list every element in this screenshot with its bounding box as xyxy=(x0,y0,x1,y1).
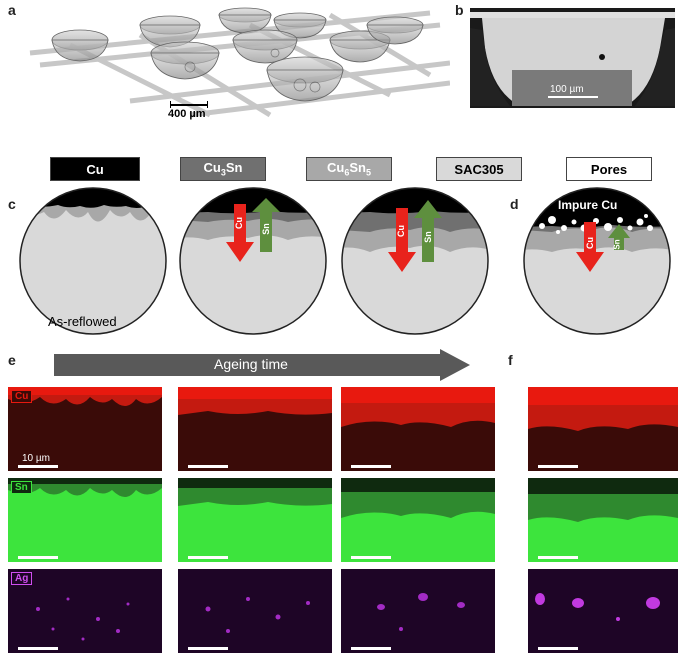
map-cu-impure xyxy=(528,387,678,471)
stage3-arrow-sn-label: Sn xyxy=(422,231,433,243)
map-sn-stage-2 xyxy=(178,478,332,562)
legend-pores: Pores xyxy=(566,157,652,181)
map-cu-label: Cu xyxy=(11,390,33,403)
map-scalebar xyxy=(351,465,391,468)
legend-sac305: SAC305 xyxy=(436,157,522,181)
map-scalebar xyxy=(351,556,391,559)
panel-a-scalebar-tick-left xyxy=(170,101,171,108)
panel-a-3d-render xyxy=(10,5,450,125)
legend-cu6sn5-label: Cu6Sn5 xyxy=(327,160,371,178)
map-scalebar xyxy=(18,647,58,650)
panel-letter-d: d xyxy=(510,196,519,212)
map-scalebar xyxy=(188,465,228,468)
impure-cu-label: Impure Cu xyxy=(558,198,618,212)
map-scalebar xyxy=(538,465,578,468)
legend-sac305-label: SAC305 xyxy=(454,161,504,177)
map-scalebar xyxy=(188,556,228,559)
panel-letter-b: b xyxy=(455,2,464,18)
panel-letter-f: f xyxy=(508,352,513,368)
ageing-time-label: Ageing time xyxy=(214,356,288,372)
panel-a-scalebar-label: 400 µm xyxy=(168,108,206,120)
map-ag-stage-3 xyxy=(341,569,495,653)
map-sn-as-reflowed: Sn xyxy=(8,478,162,562)
schematic-as-reflowed: As-reflowed xyxy=(18,186,168,336)
stage2-arrow-cu-label: Cu xyxy=(234,217,244,229)
map-cu-stage-3 xyxy=(341,387,495,471)
panel-b-scalebar xyxy=(548,96,598,98)
schematic-stage-2: Cu Sn xyxy=(178,186,328,336)
as-reflowed-label: As-reflowed xyxy=(48,314,117,329)
map-scalebar-label: 10 µm xyxy=(22,453,50,464)
map-ag-impure xyxy=(528,569,678,653)
map-scalebar xyxy=(18,465,58,468)
map-cu-as-reflowed: Cu 10 µm xyxy=(8,387,162,471)
panel-letter-a: a xyxy=(8,2,16,18)
panel-a-scalebar-tick-right xyxy=(207,101,208,108)
impure-arrow-sn-label: Sn xyxy=(612,239,622,250)
legend-cu6sn5: Cu6Sn5 xyxy=(306,157,392,181)
panel-letter-e: e xyxy=(8,352,16,368)
legend-cu: Cu xyxy=(50,157,140,181)
map-ag-stage-2 xyxy=(178,569,332,653)
schematic-stage-3: Cu Sn xyxy=(340,186,490,336)
stage2-arrow-sn-label: Sn xyxy=(260,223,271,235)
stage3-arrow-cu-label: Cu xyxy=(396,225,406,237)
impure-arrow-cu-label: Cu xyxy=(585,237,595,249)
map-scalebar xyxy=(188,647,228,650)
map-scalebar xyxy=(538,647,578,650)
map-ag-label: Ag xyxy=(11,572,33,585)
map-scalebar xyxy=(18,556,58,559)
map-scalebar xyxy=(538,556,578,559)
map-sn-impure xyxy=(528,478,678,562)
panel-letter-c: c xyxy=(8,196,16,212)
panel-a-scalebar xyxy=(170,104,208,106)
legend-cu3sn-label: Cu3Sn xyxy=(203,160,243,178)
legend-pores-label: Pores xyxy=(590,161,628,177)
legend-cu3sn: Cu3Sn xyxy=(180,157,266,181)
schematic-impure-cu: Impure Cu Cu Sn xyxy=(522,186,672,336)
map-scalebar xyxy=(351,647,391,650)
panel-b-scalebar-label: 100 µm xyxy=(550,84,584,95)
map-sn-stage-3 xyxy=(341,478,495,562)
map-ag-as-reflowed: Ag xyxy=(8,569,162,653)
map-cu-stage-2 xyxy=(178,387,332,471)
panel-b-sem-image: 100 µm xyxy=(470,8,675,108)
ageing-time-arrow: Ageing time xyxy=(54,349,470,381)
map-sn-label: Sn xyxy=(11,481,32,494)
legend-cu-label: Cu xyxy=(86,161,104,177)
